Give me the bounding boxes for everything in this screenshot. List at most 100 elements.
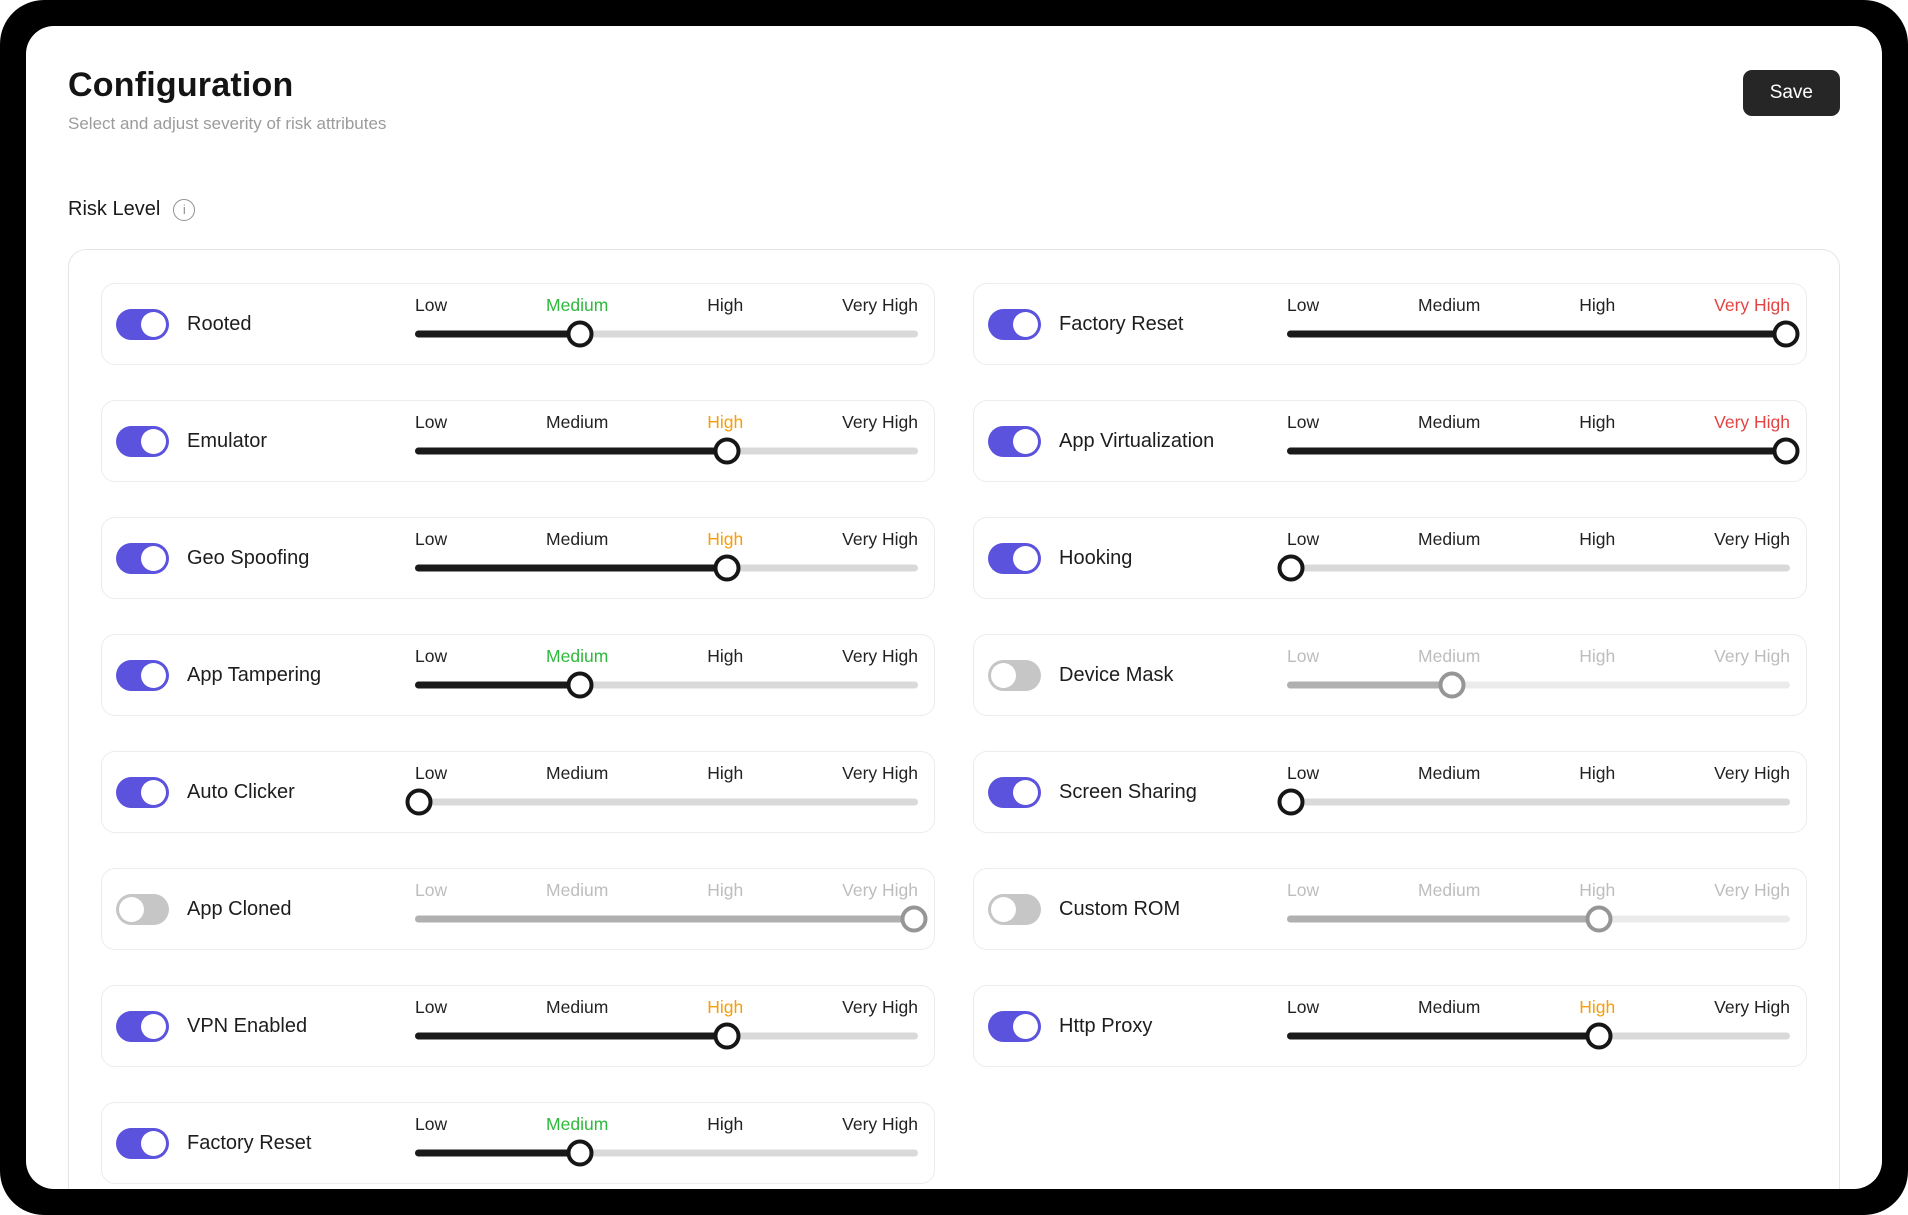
page-header: Configuration Select and adjust severity…: [68, 26, 1840, 134]
risk-card-left: Http Proxy: [988, 1010, 1287, 1042]
slider-track[interactable]: [1287, 1021, 1790, 1051]
severity-labels: Low Medium High Very High: [415, 646, 918, 667]
risk-toggle[interactable]: [988, 542, 1041, 574]
slider-thumb[interactable]: [1585, 905, 1613, 933]
risk-card-left: VPN Enabled: [116, 1010, 415, 1042]
severity-label: Medium: [1418, 646, 1481, 666]
info-icon[interactable]: i: [173, 198, 196, 221]
severity-label: Very High: [842, 646, 918, 666]
slider-track[interactable]: [415, 1138, 918, 1168]
risk-card: Auto Clicker Low Medium High Very High: [101, 751, 935, 833]
severity-label: Medium: [1418, 997, 1481, 1017]
severity-label: Low: [415, 529, 448, 549]
slider-track-base: [415, 1149, 918, 1157]
severity-labels: Low Medium High Very High: [1287, 646, 1790, 667]
slider-track[interactable]: [1287, 436, 1800, 466]
risk-toggle[interactable]: [116, 1127, 169, 1159]
severity-slider: Low Medium High Very High: [1287, 295, 1800, 349]
slider-thumb[interactable]: [1438, 671, 1466, 699]
severity-label: High: [1579, 880, 1616, 900]
severity-slider: Low Medium High Very High: [415, 646, 918, 700]
toggle-knob: [141, 311, 166, 337]
severity-labels: Low Medium High Very High: [415, 880, 918, 901]
slider-thumb[interactable]: [1772, 320, 1800, 348]
slider-track[interactable]: [1287, 319, 1800, 349]
slider-thumb[interactable]: [713, 437, 741, 465]
risk-card: Factory Reset Low Medium High Very High: [973, 283, 1807, 365]
severity-label: Medium: [1418, 295, 1481, 315]
risk-toggle[interactable]: [116, 425, 169, 457]
slider-thumb[interactable]: [566, 1139, 594, 1167]
slider-track[interactable]: [415, 670, 918, 700]
risk-card-left: Factory Reset: [116, 1127, 415, 1159]
risk-toggle[interactable]: [116, 542, 169, 574]
severity-label: Low: [1287, 412, 1320, 432]
slider-track-fill: [415, 915, 915, 923]
risk-name: App Tampering: [187, 663, 322, 686]
risk-card: Device Mask Low Medium High Very High: [973, 634, 1807, 716]
risk-card: Rooted Low Medium High Very High: [101, 283, 935, 365]
severity-label: High: [707, 295, 744, 315]
severity-label: Very High: [842, 880, 918, 900]
slider-track-base: [415, 798, 918, 806]
slider-track[interactable]: [405, 787, 918, 817]
risk-card: Http Proxy Low Medium High Very High: [973, 985, 1807, 1067]
severity-labels: Low Medium High Very High: [1287, 295, 1790, 316]
slider-thumb[interactable]: [713, 1022, 741, 1050]
slider-track[interactable]: [1277, 787, 1790, 817]
risk-toggle[interactable]: [116, 1010, 169, 1042]
slider-track-fill: [415, 1149, 580, 1157]
slider-thumb[interactable]: [900, 905, 928, 933]
severity-labels: Low Medium High Very High: [415, 1114, 918, 1135]
risk-toggle[interactable]: [988, 425, 1041, 457]
severity-label: High: [1579, 412, 1616, 432]
slider-track-fill: [1287, 681, 1452, 689]
severity-label: Low: [415, 646, 448, 666]
slider-thumb[interactable]: [566, 671, 594, 699]
risk-card: Factory Reset Low Medium High Very High: [101, 1102, 935, 1184]
risk-toggle[interactable]: [988, 1010, 1041, 1042]
save-button[interactable]: Save: [1742, 70, 1840, 116]
risk-toggle[interactable]: [988, 308, 1041, 340]
toggle-knob: [119, 896, 144, 922]
risk-toggle[interactable]: [116, 893, 169, 925]
severity-slider: Low Medium High Very High: [1277, 763, 1790, 817]
severity-slider: Low Medium High Very High: [415, 997, 918, 1051]
slider-thumb[interactable]: [1277, 788, 1305, 816]
slider-track[interactable]: [1277, 553, 1790, 583]
header-text: Configuration Select and adjust severity…: [68, 66, 386, 134]
risk-name: Factory Reset: [1059, 312, 1184, 335]
slider-track[interactable]: [415, 319, 918, 349]
risk-toggle[interactable]: [988, 893, 1041, 925]
risk-name: Rooted: [187, 312, 252, 335]
slider-track[interactable]: [415, 1021, 918, 1051]
slider-thumb[interactable]: [405, 788, 433, 816]
slider-thumb[interactable]: [566, 320, 594, 348]
risk-toggle[interactable]: [116, 659, 169, 691]
risk-toggle[interactable]: [988, 776, 1041, 808]
slider-track-base: [1287, 681, 1790, 689]
slider-track[interactable]: [415, 436, 918, 466]
risk-toggle[interactable]: [116, 776, 169, 808]
risk-toggle[interactable]: [988, 659, 1041, 691]
slider-track[interactable]: [1287, 904, 1790, 934]
risk-toggle[interactable]: [116, 308, 169, 340]
slider-track[interactable]: [1287, 670, 1790, 700]
slider-track-fill: [415, 447, 727, 455]
slider-thumb[interactable]: [1585, 1022, 1613, 1050]
severity-label: High: [1579, 997, 1616, 1017]
slider-thumb[interactable]: [1772, 437, 1800, 465]
risk-name: Screen Sharing: [1059, 780, 1197, 803]
severity-label: Low: [1287, 295, 1320, 315]
risk-card-left: Device Mask: [988, 659, 1287, 691]
severity-labels: Low Medium High Very High: [1287, 880, 1790, 901]
slider-thumb[interactable]: [1277, 554, 1305, 582]
severity-label: Low: [415, 997, 448, 1017]
slider-thumb[interactable]: [713, 554, 741, 582]
slider-track[interactable]: [415, 904, 928, 934]
severity-label: High: [707, 646, 744, 666]
slider-track-base: [1287, 798, 1790, 806]
toggle-knob: [141, 545, 166, 571]
severity-label: Medium: [1418, 529, 1481, 549]
slider-track[interactable]: [415, 553, 918, 583]
